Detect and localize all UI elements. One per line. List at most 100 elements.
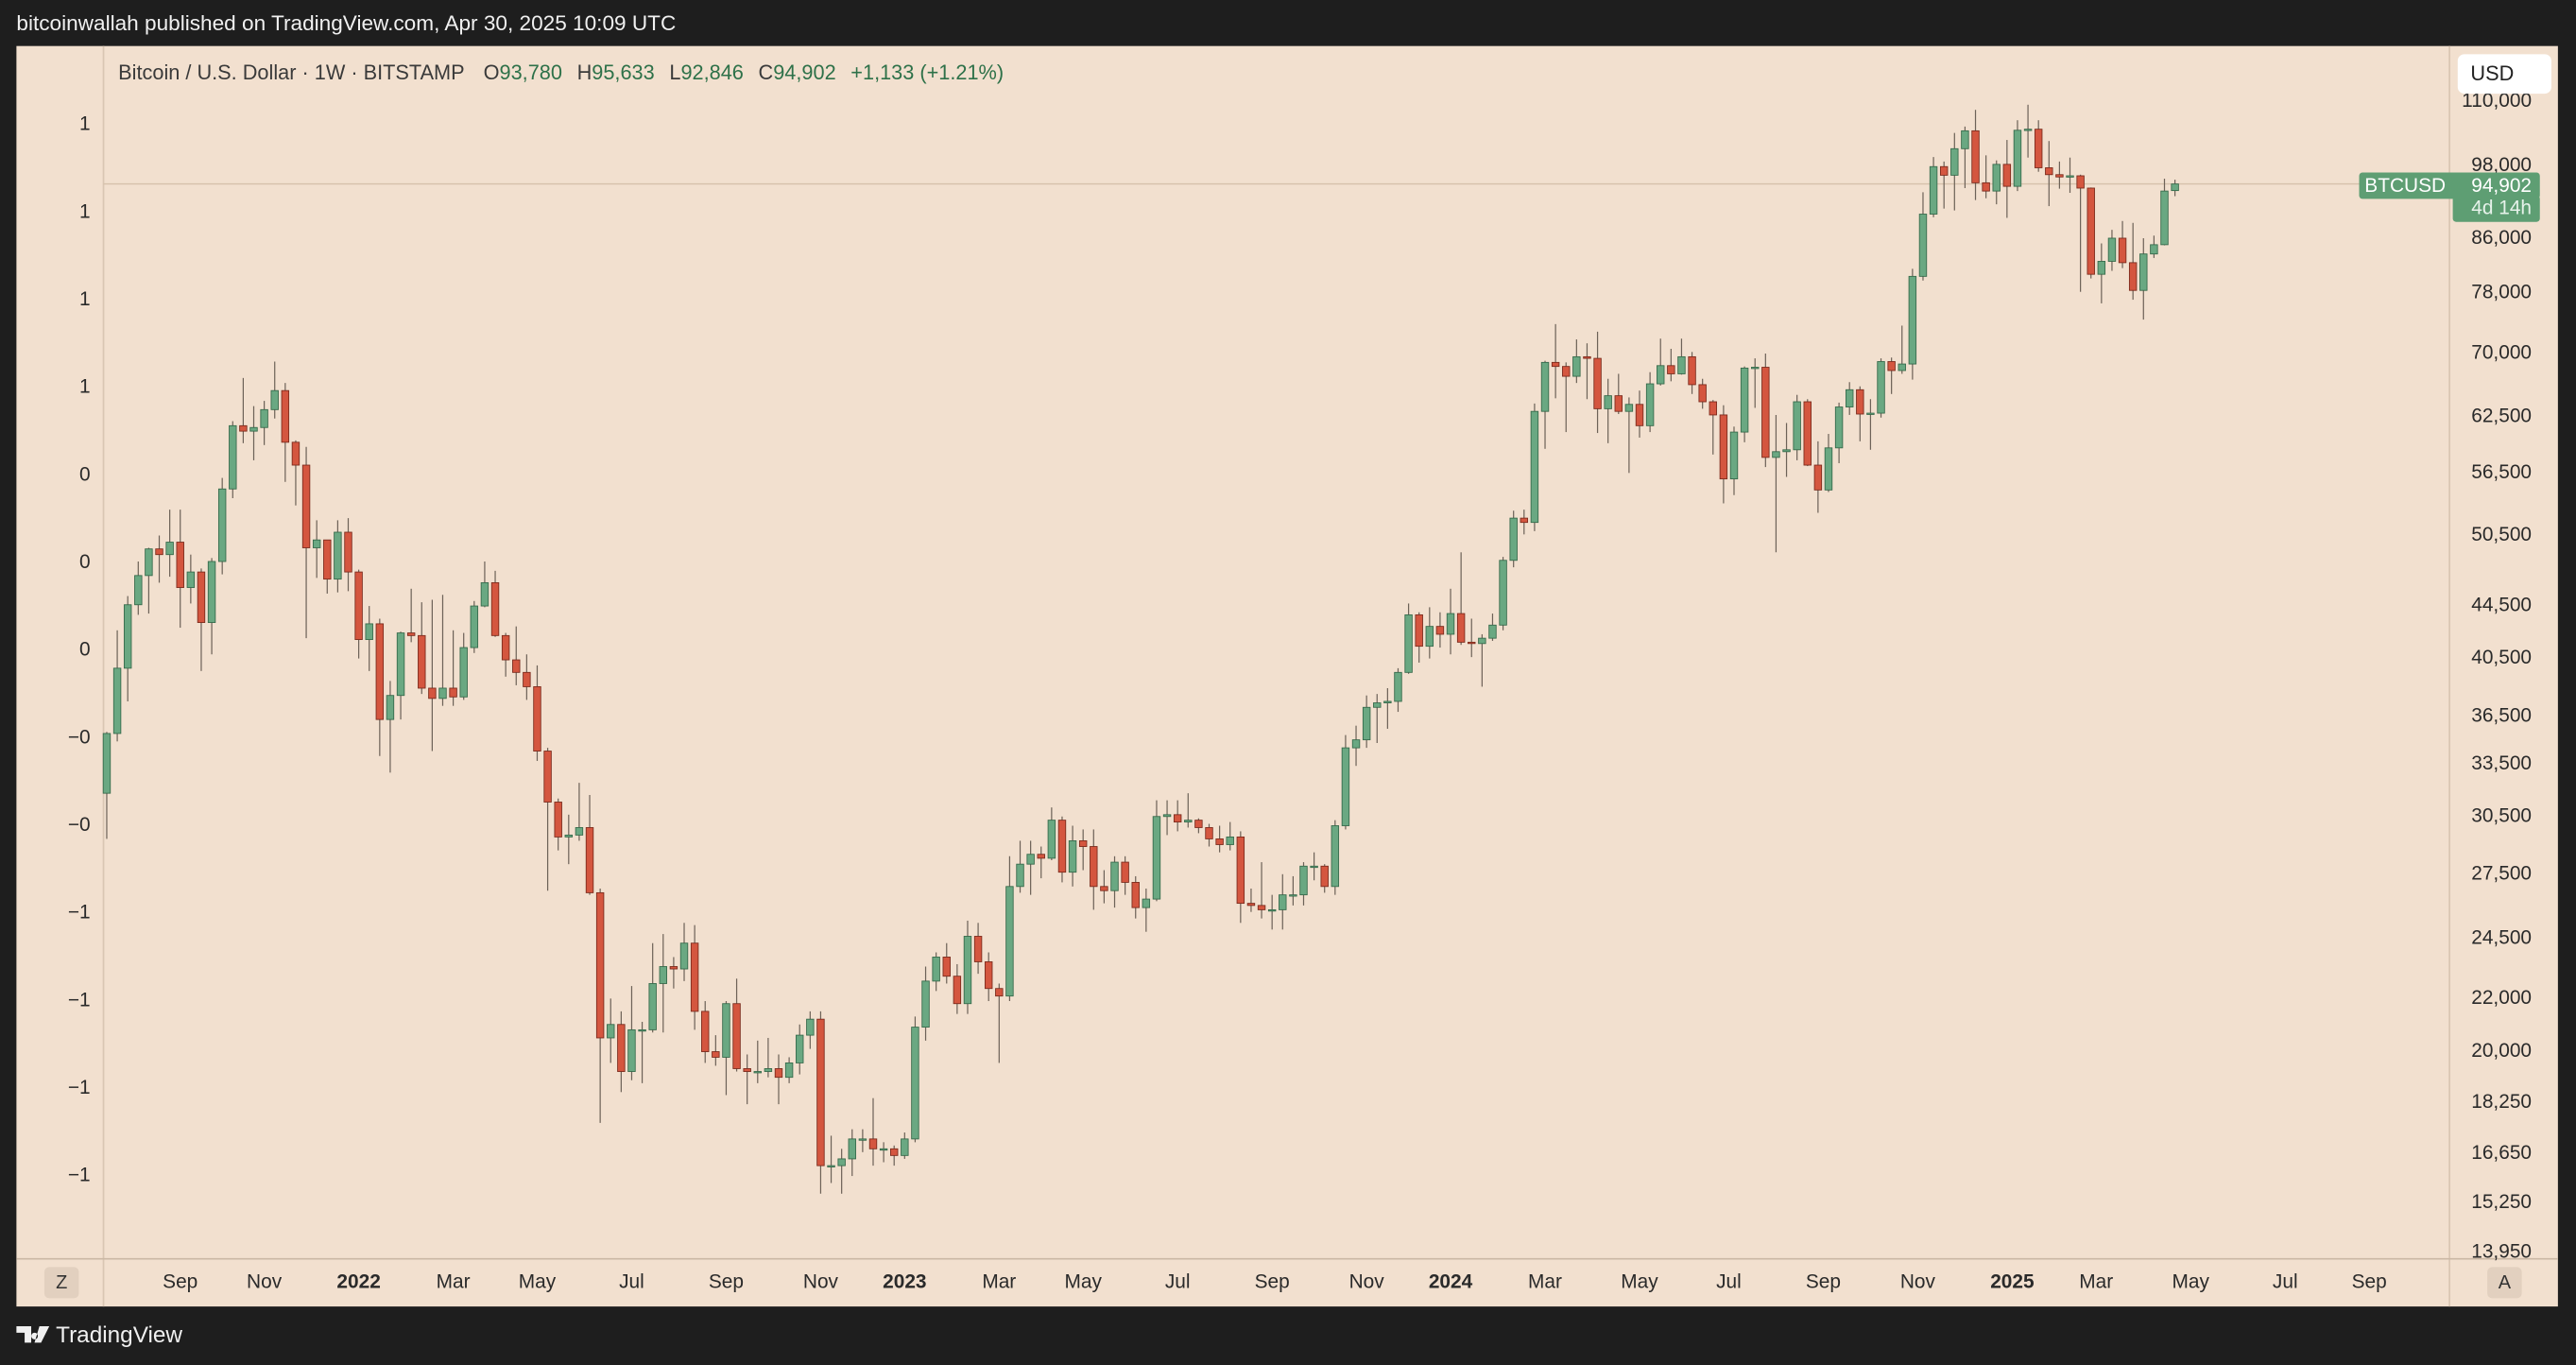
x-tick-label: 2022: [336, 1270, 380, 1292]
y-tick-label: 44,500: [2471, 595, 2532, 616]
candle-body: [406, 632, 416, 636]
candle-body: [1478, 637, 1486, 645]
candle-body: [1310, 865, 1318, 869]
candle-body: [386, 695, 395, 720]
candle-body: [1719, 414, 1728, 480]
candle-body: [984, 961, 993, 990]
candle-body: [291, 441, 301, 466]
candle-body: [953, 976, 962, 1005]
candle-body: [607, 1024, 615, 1039]
candle-body: [1404, 613, 1413, 673]
candle-body: [1005, 886, 1014, 997]
candle-body: [1761, 367, 1770, 458]
candle-body: [858, 1138, 867, 1141]
x-tick-label: Sep: [1255, 1270, 1290, 1292]
candle-body: [963, 936, 972, 1005]
candle-body: [1866, 412, 1875, 415]
x-tick-label: Mar: [1528, 1270, 1562, 1292]
candle-body: [1320, 865, 1329, 888]
candle-body: [207, 561, 216, 623]
candle-body: [837, 1158, 846, 1166]
candle-body: [1425, 626, 1434, 648]
y-tick-label: 62,500: [2471, 405, 2532, 426]
candle-body: [145, 548, 153, 577]
x-tick-label: 2024: [1429, 1270, 1473, 1292]
x-tick-label: Sep: [2352, 1270, 2387, 1292]
candle-body: [1456, 613, 1466, 643]
candle-body: [165, 542, 174, 556]
y-tick-label: 20,000: [2471, 1040, 2532, 1062]
candle-body: [1184, 820, 1193, 823]
left-scale-label: −0: [68, 814, 91, 836]
y-tick-label: 86,000: [2471, 227, 2532, 249]
a-button[interactable]: [2487, 1267, 2522, 1299]
candle-body: [1142, 898, 1151, 908]
candle-body: [523, 671, 531, 687]
candle-body: [112, 667, 122, 734]
candle-body: [1246, 903, 1256, 907]
candle-body: [1551, 361, 1560, 368]
candle-body: [564, 834, 574, 838]
candle-body: [932, 957, 940, 982]
candle-body: [1162, 814, 1172, 818]
candle-body: [1488, 624, 1497, 639]
y-tick-label: 15,250: [2471, 1191, 2532, 1213]
candle-body: [1729, 431, 1739, 480]
x-tick-label: Nov: [247, 1270, 283, 1292]
left-scale-label: 0: [79, 639, 91, 661]
candle-body: [323, 539, 332, 580]
candle-body: [375, 623, 385, 720]
candle-body: [1194, 820, 1203, 828]
candle-body: [1026, 854, 1035, 865]
x-tick-label: Mar: [982, 1270, 1016, 1292]
candle-body: [1468, 641, 1476, 645]
candle-body: [2045, 167, 2053, 176]
candle-body: [365, 623, 373, 640]
candle-body: [1016, 863, 1024, 888]
candle-body: [459, 647, 468, 698]
candle-body: [1394, 671, 1402, 702]
candle-body: [1341, 747, 1350, 826]
left-scale-label: −1: [68, 902, 91, 924]
candle-body: [1236, 836, 1245, 905]
candle-body: [1793, 401, 1801, 451]
candle-body: [533, 686, 541, 752]
x-tick-label: Jul: [2273, 1270, 2298, 1292]
z-button[interactable]: [43, 1267, 79, 1299]
candle-body: [921, 980, 930, 1028]
legend-key: L: [669, 60, 680, 84]
x-tick-label: 2023: [883, 1270, 926, 1292]
candle-body: [1908, 275, 1917, 365]
y-tick-label: 98,000: [2471, 154, 2532, 176]
candle-body: [1257, 905, 1266, 910]
candle-body: [1267, 908, 1277, 912]
currency-button[interactable]: [2457, 54, 2551, 95]
candle-body: [722, 1003, 730, 1058]
candle-body: [1173, 814, 1182, 823]
candle-body: [868, 1138, 878, 1149]
y-tick-label: 50,500: [2471, 524, 2532, 545]
currency-label: USD: [2470, 61, 2514, 85]
candle-body: [1667, 365, 1675, 374]
left-scale-label: 0: [79, 551, 91, 573]
candle-body: [659, 966, 668, 984]
left-scale-label: −1: [68, 1165, 91, 1186]
legend-key: H: [577, 60, 592, 84]
candle-body: [1887, 361, 1896, 371]
candle-body: [1131, 881, 1140, 908]
x-tick-label: Sep: [1806, 1270, 1841, 1292]
candle-body: [449, 687, 457, 698]
x-tick-label: Nov: [1900, 1270, 1936, 1292]
candle-body: [1782, 449, 1791, 453]
candle-body: [2160, 190, 2169, 246]
candle-body: [585, 827, 594, 893]
price-tag-symbol: BTCUSD: [2364, 175, 2446, 197]
candle-body: [1415, 613, 1423, 648]
candle-body: [418, 634, 426, 689]
candle-body: [312, 539, 321, 548]
candle-body: [743, 1068, 751, 1072]
candle-body: [1520, 517, 1529, 524]
candle-body: [2139, 253, 2148, 291]
x-tick-label: Jul: [619, 1270, 644, 1292]
